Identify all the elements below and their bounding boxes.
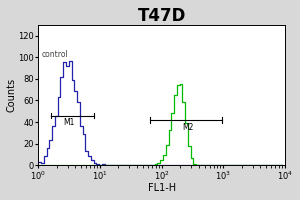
X-axis label: FL1-H: FL1-H (148, 183, 176, 193)
Title: T47D: T47D (137, 7, 186, 25)
Text: M2: M2 (183, 123, 194, 132)
Y-axis label: Counts: Counts (7, 78, 17, 112)
Text: M1: M1 (63, 118, 74, 127)
Text: control: control (42, 50, 69, 59)
